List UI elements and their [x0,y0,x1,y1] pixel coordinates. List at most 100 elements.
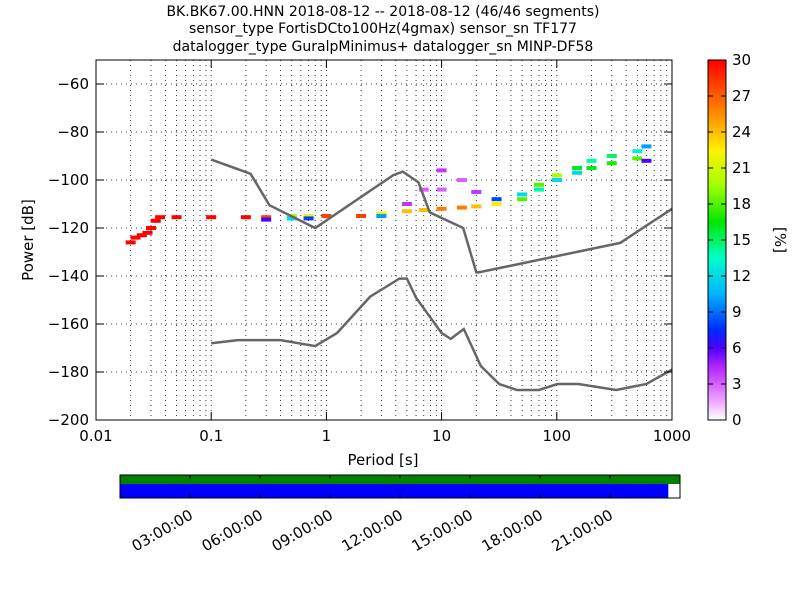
y-tick-label: −100 [48,171,89,189]
colorbar: 0 3 6 9 12 15 18 21 24 27 30 [707,51,751,429]
psd-density-cell [261,217,272,222]
time-tick-label: 09:00:00 [269,506,336,555]
x-tick-label: 100 [542,427,571,445]
psd-density-cell [456,205,467,210]
psd-density-cell [551,178,562,182]
time-tick-label: 06:00:00 [199,506,266,555]
colorbar-tick-label: 6 [732,339,742,357]
psd-density-cell [145,226,156,230]
y-tick-label: −140 [48,267,89,285]
time-tick-label: 21:00:00 [549,506,616,555]
psd-density-cell [150,218,161,223]
psd-density-cell [356,214,367,218]
psd-density-cell [171,215,182,220]
psd-density-cell [533,182,544,187]
noise-model-lines [210,158,673,392]
psd-density-cell [130,235,141,240]
psd-density-cell [456,178,467,182]
x-tick-label: 0.01 [79,427,112,445]
time-tick-label: 15:00:00 [409,506,476,555]
y-tick-label: −200 [48,411,89,429]
psd-density-cell [321,214,332,218]
psd-density-cell [606,154,617,158]
colorbar-tick-label: 18 [732,195,751,213]
psd-density-cell [401,202,412,206]
y-tick-label: −180 [48,363,89,381]
psd-density-cell [418,208,429,212]
colorbar-tick-label: 3 [732,375,742,393]
noise-model-high-line [210,158,673,274]
chart-title-line-2: sensor_type FortisDCto100Hz(4gmax) senso… [189,21,577,37]
y-tick-label: −80 [57,123,89,141]
psd-density-cell [418,187,429,192]
segments-band [120,475,680,484]
x-tick-label: 0.1 [199,427,223,445]
psd-density-cell [491,197,502,202]
psd-density-cell [471,204,482,209]
psd-density-cell [136,233,147,238]
colorbar-tick-label: 0 [732,411,742,429]
psd-density-cell [632,156,643,161]
psd-density-cell [572,166,583,170]
psd-density-cell [641,144,652,149]
time-tick-label: 03:00:00 [129,506,196,555]
colorbar-tick-label: 9 [732,303,742,321]
time-tick-label: 12:00:00 [339,506,406,555]
psd-density-cell [517,192,528,197]
x-tick-label: 1 [322,427,332,445]
psd-density-cell [586,158,597,163]
psd-density-cell [533,187,544,192]
psd-density-cell [303,216,314,221]
x-tick-label: 1000 [653,427,691,445]
psd-density-cell [641,158,652,163]
psd-density-cell [155,215,166,220]
psd-density-cell [240,215,251,220]
data-coverage-band [120,484,669,498]
chart-title-line-3: datalogger_type GuralpMinimus+ datalogge… [173,39,594,55]
psd-density-cell [606,161,617,166]
y-axis-label: Power [dB] [19,199,37,281]
time-coverage-bar: 03:00:00 06:00:00 09:00:00 12:00:00 15:00:00… [119,474,681,555]
psd-density-cell [376,211,387,216]
psd-density-cell [572,170,583,175]
plot-area [96,60,672,420]
colorbar-tick-label: 30 [732,51,751,69]
colorbar-tick-label: 15 [732,231,751,249]
psd-density-cell [551,173,562,178]
psd-density-cell [436,206,447,211]
colorbar-tick-label: 21 [732,159,751,177]
psd-density-cell [125,240,136,245]
chart-title-line-1: BK.BK67.00.HNN 2018-08-12 -- 2018-08-12 … [166,4,599,20]
noise-model-low-line [211,277,673,392]
psd-density-cell [586,166,597,170]
psd-density-cell [401,209,412,214]
plot-background [96,60,672,420]
psd-density-cells [125,144,652,245]
colorbar-label: [%] [771,227,789,253]
plot-border [95,59,673,421]
x-axis-ticks: 0.01 0.1 1 10 100 1000 [79,60,691,445]
y-axis-ticks: −200 −180 −160 −140 −120 −100 −80 −60 [48,75,672,429]
psd-density-cell [517,197,528,202]
psd-density-cell [286,216,297,221]
psd-density-cell [142,230,153,235]
psd-density-cell [436,187,447,192]
psd-density-cell [376,214,387,218]
x-axis-label: Period [s] [347,451,418,469]
colorbar-tick-label: 27 [732,87,751,105]
grid-lines [95,60,672,421]
psd-density-cell [261,215,272,220]
psd-density-cell [471,190,482,194]
y-tick-label: −60 [57,75,89,93]
psd-density-cell [206,215,217,220]
chart-title-block: BK.BK67.00.HNN 2018-08-12 -- 2018-08-12 … [166,4,599,55]
psd-density-cell [303,214,314,218]
colorbar-tick-label: 24 [732,123,751,141]
psd-density-cell [436,168,447,173]
time-tick-label: 18:00:00 [479,506,546,555]
x-tick-label: 10 [432,427,451,445]
y-tick-label: −120 [48,219,89,237]
psd-density-cell [632,149,643,154]
colorbar-tick-label: 12 [732,267,751,285]
